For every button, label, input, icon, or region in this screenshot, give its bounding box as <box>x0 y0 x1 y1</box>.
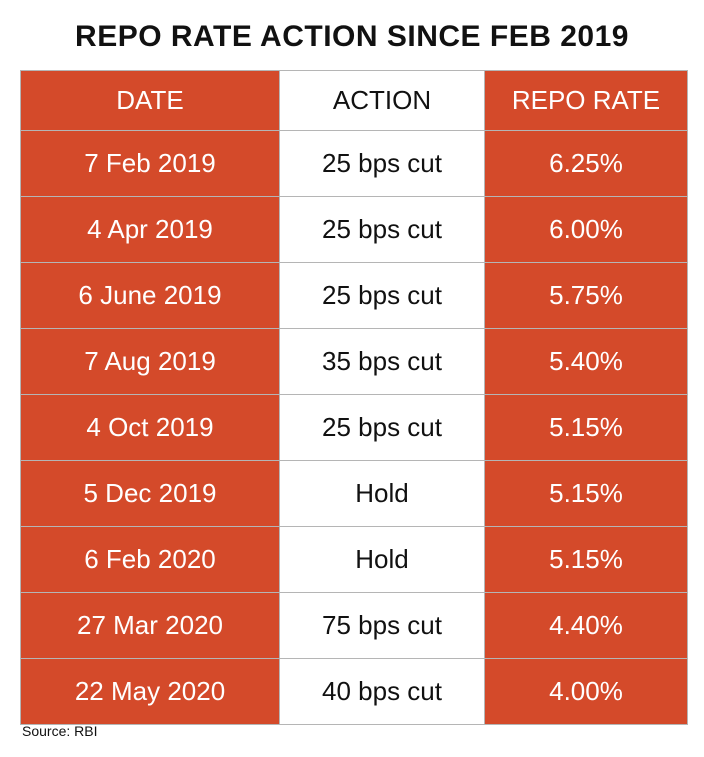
column-header-action: ACTION <box>279 70 485 131</box>
repo-rate-cell: 4.40% <box>484 592 688 659</box>
date-cell: 6 Feb 2020 <box>20 526 280 593</box>
action-cell: 25 bps cut <box>279 262 485 329</box>
repo-rate-cell: 5.75% <box>484 262 688 329</box>
table-row: 6 June 2019 25 bps cut 5.75% <box>20 262 688 329</box>
table-row: 4 Apr 2019 25 bps cut 6.00% <box>20 196 688 263</box>
date-cell: 7 Feb 2019 <box>20 130 280 197</box>
repo-rate-cell: 5.40% <box>484 328 688 395</box>
table-row: 27 Mar 2020 75 bps cut 4.40% <box>20 592 688 659</box>
repo-rate-cell: 5.15% <box>484 460 688 527</box>
action-cell: 35 bps cut <box>279 328 485 395</box>
table-row: 5 Dec 2019 Hold 5.15% <box>20 460 688 527</box>
action-cell: 75 bps cut <box>279 592 485 659</box>
date-cell: 4 Oct 2019 <box>20 394 280 461</box>
table-row: 4 Oct 2019 25 bps cut 5.15% <box>20 394 688 461</box>
table-row: 22 May 2020 40 bps cut 4.00% <box>20 658 688 725</box>
table-row: 7 Aug 2019 35 bps cut 5.40% <box>20 328 688 395</box>
column-header-date: DATE <box>20 70 280 131</box>
repo-rate-cell: 6.00% <box>484 196 688 263</box>
chart-title: REPO RATE ACTION SINCE FEB 2019 <box>75 20 629 53</box>
date-cell: 7 Aug 2019 <box>20 328 280 395</box>
column-header-repo-rate: REPO RATE <box>484 70 688 131</box>
date-cell: 22 May 2020 <box>20 658 280 725</box>
table-row: 6 Feb 2020 Hold 5.15% <box>20 526 688 593</box>
date-cell: 5 Dec 2019 <box>20 460 280 527</box>
source-note: Source: RBI <box>22 723 98 739</box>
table-row: 7 Feb 2019 25 bps cut 6.25% <box>20 130 688 197</box>
action-cell: Hold <box>279 526 485 593</box>
repo-rate-cell: 6.25% <box>484 130 688 197</box>
repo-rate-cell: 5.15% <box>484 394 688 461</box>
repo-rate-cell: 4.00% <box>484 658 688 725</box>
repo-rate-table: DATE ACTION REPO RATE 7 Feb 2019 25 bps c… <box>20 70 688 725</box>
action-cell: 25 bps cut <box>279 196 485 263</box>
action-cell: Hold <box>279 460 485 527</box>
table-body: 7 Feb 2019 25 bps cut 6.25% 4 Apr 2019 25 bp… <box>20 130 688 725</box>
action-cell: 25 bps cut <box>279 394 485 461</box>
action-cell: 25 bps cut <box>279 130 485 197</box>
date-cell: 27 Mar 2020 <box>20 592 280 659</box>
date-cell: 6 June 2019 <box>20 262 280 329</box>
date-cell: 4 Apr 2019 <box>20 196 280 263</box>
action-cell: 40 bps cut <box>279 658 485 725</box>
repo-rate-cell: 5.15% <box>484 526 688 593</box>
header-row: DATE ACTION REPO RATE <box>20 70 688 131</box>
